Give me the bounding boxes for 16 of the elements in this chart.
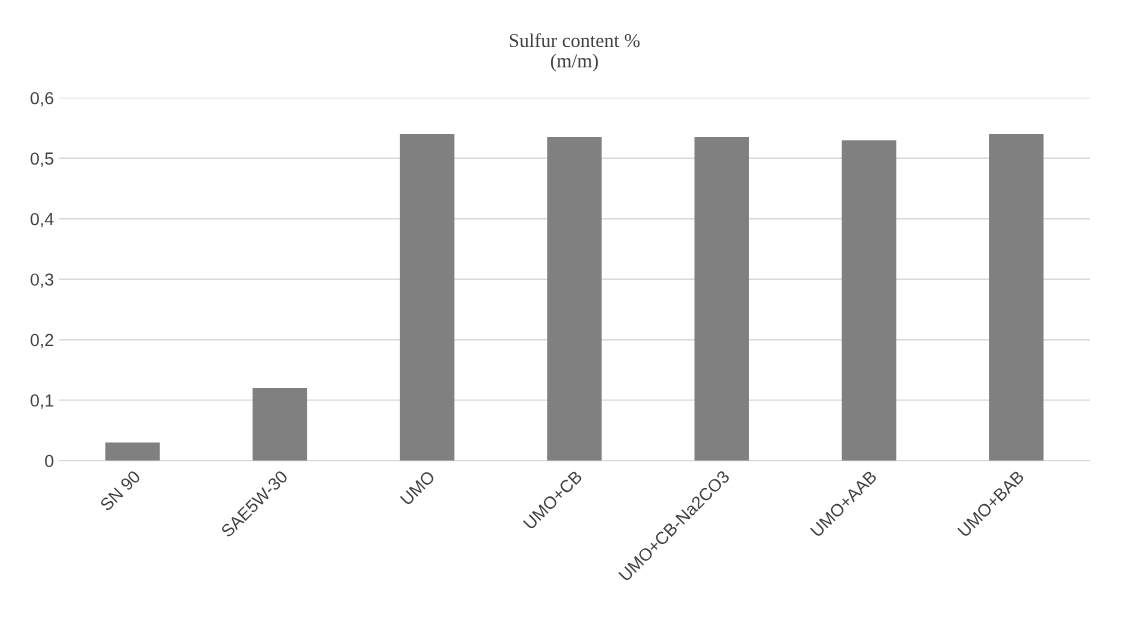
bar xyxy=(252,388,308,461)
y-tick-label: 0,2 xyxy=(30,333,54,349)
bar xyxy=(105,442,160,461)
y-tick-label: 0,3 xyxy=(30,273,54,288)
x-tick-label: SN 90 xyxy=(99,469,142,512)
bar xyxy=(989,134,1044,461)
bar xyxy=(547,137,602,461)
y-tick-label: 0,6 xyxy=(30,91,54,107)
chart-title: Sulfur content % (m/m) xyxy=(509,33,640,72)
bar xyxy=(841,140,897,461)
y-tick-label: 0 xyxy=(45,454,54,468)
bar xyxy=(399,134,455,461)
y-tick-label: 0,1 xyxy=(30,394,54,409)
y-tick-label: 0,4 xyxy=(30,212,54,228)
bar xyxy=(694,137,749,461)
y-tick-label: 0,5 xyxy=(30,152,54,167)
